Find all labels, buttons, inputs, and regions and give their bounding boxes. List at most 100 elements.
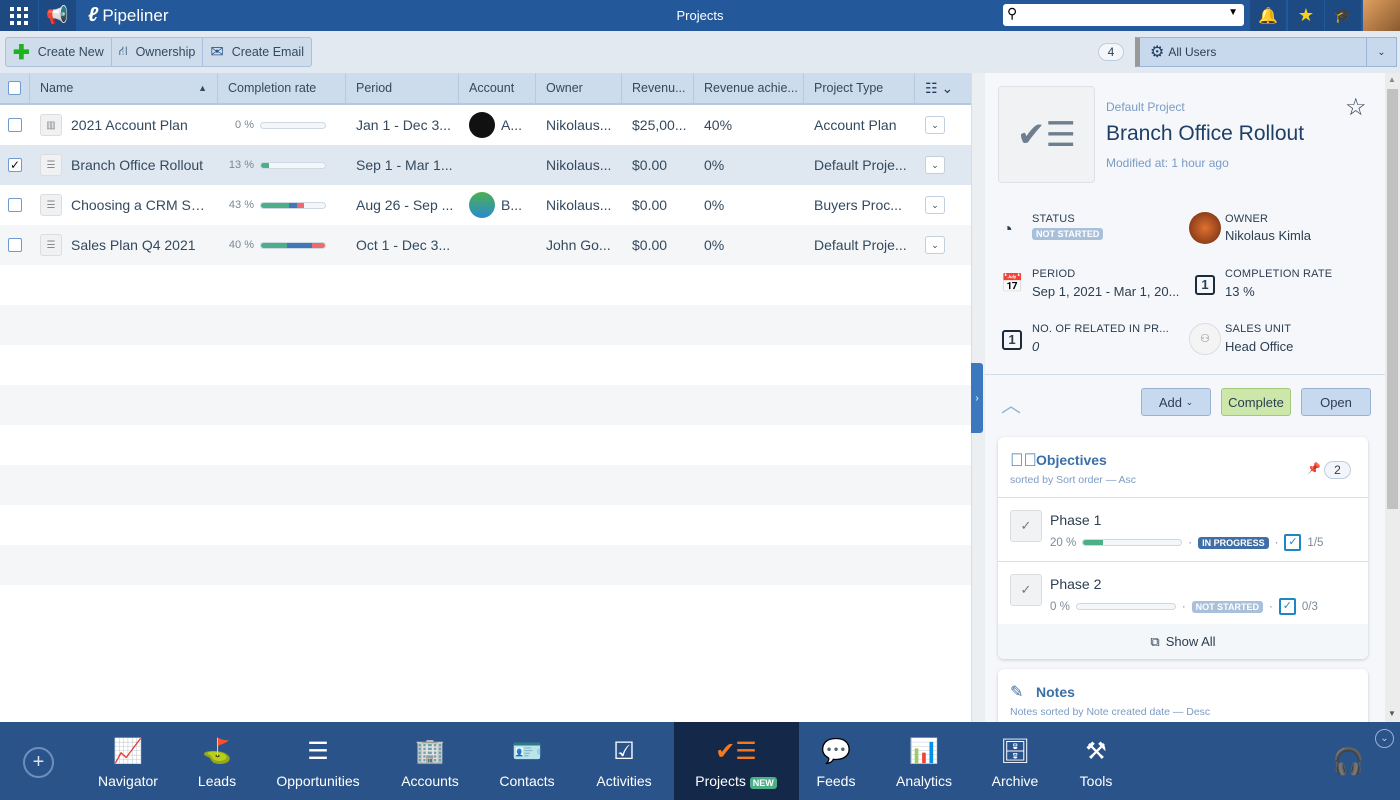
- megaphone-icon[interactable]: 📢: [39, 0, 76, 31]
- nav-feeds[interactable]: 💬 Feeds: [781, 722, 891, 800]
- objective-status-badge: IN PROGRESS: [1198, 536, 1269, 549]
- create-new-button[interactable]: ✚ Create New: [6, 38, 112, 66]
- table-row[interactable]: ☰ Choosing a CRM Sol... 43 % Aug 26 - Sep…: [0, 185, 971, 225]
- objective-progress-bar: [1075, 603, 1176, 610]
- column-chooser-button[interactable]: ☷ ⌄: [915, 73, 971, 103]
- table-row[interactable]: ☰ Sales Plan Q4 2021 40 % Oct 1 - Dec 3..…: [0, 225, 971, 265]
- objective-item[interactable]: ✓ Phase 1 20 % · IN PROGRESS · ✓ 1/5: [998, 497, 1368, 561]
- open-button[interactable]: Open: [1301, 388, 1371, 416]
- table-row[interactable]: ▥ 2021 Account Plan 0 % Jan 1 - Dec 3... …: [0, 105, 971, 145]
- project-name[interactable]: Choosing a CRM Sol...: [71, 197, 208, 213]
- search-dropdown-icon[interactable]: ▼: [1228, 7, 1238, 18]
- related-label: NO. OF RELATED IN PR...: [1032, 323, 1170, 335]
- objectives-title[interactable]: Objectives: [1036, 452, 1107, 468]
- row-menu-dropdown[interactable]: ⌄: [925, 196, 945, 214]
- create-email-button[interactable]: ✉ Create Email: [203, 38, 311, 66]
- nav-leads[interactable]: ⛳ Leads: [162, 722, 272, 800]
- column-project-type[interactable]: Project Type: [804, 73, 915, 103]
- column-revenue[interactable]: Revenu...: [622, 73, 694, 103]
- period: Oct 1 - Dec 3...: [356, 237, 451, 253]
- detail-scrollbar[interactable]: ▲ ▼: [1385, 73, 1400, 722]
- owner-value[interactable]: Nikolaus Kimla: [1225, 228, 1311, 243]
- external-link-icon: ⧉: [1150, 633, 1160, 649]
- nav-label: Leads: [197, 773, 237, 789]
- collapse-panel-handle[interactable]: ›: [971, 363, 983, 433]
- row-menu-dropdown[interactable]: ⌄: [925, 156, 945, 174]
- owner-label: OWNER: [1225, 213, 1269, 225]
- row-checkbox[interactable]: [8, 238, 22, 252]
- project-name[interactable]: Branch Office Rollout: [71, 157, 204, 173]
- user-filter-select[interactable]: ⚙ All Users ⌄: [1135, 37, 1397, 67]
- search-input[interactable]: ⚲ ▼: [1003, 4, 1244, 26]
- show-all-button[interactable]: ⧉ Show All: [998, 624, 1368, 659]
- row-menu-dropdown[interactable]: ⌄: [925, 236, 945, 254]
- column-period[interactable]: Period: [346, 73, 459, 103]
- progress-segment: [297, 202, 304, 208]
- column-account[interactable]: Account: [459, 73, 536, 103]
- column-revenue-achieved[interactable]: Revenue achie...: [694, 73, 804, 103]
- action-buttons: ✚ Create New ⛙ Ownership ✉ Create Email: [5, 37, 312, 67]
- modified-label: Modified at:: [1106, 156, 1169, 170]
- completion-percent: 0 %: [235, 119, 254, 131]
- add-circle-icon[interactable]: +: [23, 747, 54, 778]
- account[interactable]: A...: [501, 117, 523, 133]
- empty-row: [0, 545, 971, 585]
- progress-segment: [261, 162, 270, 168]
- account[interactable]: B...: [501, 197, 523, 213]
- graduation-cap-icon[interactable]: 🎓: [1325, 0, 1361, 31]
- nav-opportunities[interactable]: ☰ Opportunities: [263, 722, 373, 800]
- revenue-achieved: 0%: [704, 197, 725, 213]
- nav-label: Feeds: [816, 773, 856, 789]
- nav-label: Analytics: [895, 773, 953, 789]
- sales-unit-icon: ⚇: [1189, 323, 1221, 355]
- objective-status-badge: NOT STARTED: [1191, 600, 1264, 613]
- revenue-achieved: 40%: [704, 117, 733, 133]
- column-name[interactable]: Name ▲: [30, 73, 218, 103]
- nav-tools[interactable]: ⚒ Tools: [1041, 722, 1151, 800]
- objective-item[interactable]: ✓ Phase 2 0 % · NOT STARTED · ✓ 0/3: [998, 561, 1368, 625]
- empty-row: [0, 265, 971, 305]
- nav-archive[interactable]: 🗄 Archive: [960, 722, 1070, 800]
- nav-analytics[interactable]: 📊 Analytics: [869, 722, 979, 800]
- logo-icon: ℓ: [88, 4, 99, 26]
- row-checkbox[interactable]: [8, 118, 22, 132]
- row-menu-dropdown[interactable]: ⌄: [925, 116, 945, 134]
- chevron-down-icon[interactable]: ⌄: [1366, 38, 1396, 66]
- add-button[interactable]: Add ⌄: [1141, 388, 1211, 416]
- nav-accounts[interactable]: 🏢 Accounts: [375, 722, 485, 800]
- user-avatar[interactable]: [1363, 0, 1400, 31]
- apps-grid-icon[interactable]: [0, 0, 38, 31]
- column-completion[interactable]: Completion rate: [218, 73, 346, 103]
- feeds-icon: 💬: [821, 738, 851, 765]
- project-name[interactable]: 2021 Account Plan: [71, 117, 188, 133]
- project-type: Default Project: [1106, 100, 1185, 114]
- star-icon[interactable]: ★: [1288, 0, 1324, 31]
- activities-icon: ☑: [613, 738, 635, 765]
- period: Sep 1 - Mar 1...: [356, 157, 453, 173]
- headset-icon[interactable]: 🎧: [1332, 746, 1365, 776]
- objective-name[interactable]: Phase 2: [1050, 576, 1102, 592]
- project-type: Account Plan: [814, 117, 897, 133]
- row-checkbox[interactable]: ✓: [8, 158, 22, 172]
- revenue-achieved: 0%: [704, 237, 725, 253]
- nav-activities[interactable]: ☑ Activities: [569, 722, 679, 800]
- nav-navigator[interactable]: 📈 Navigator: [73, 722, 183, 800]
- notes-title[interactable]: Notes: [1036, 684, 1075, 700]
- completion-bar: [260, 201, 326, 209]
- complete-button[interactable]: Complete: [1221, 388, 1291, 416]
- table-row[interactable]: ✓ ☰ Branch Office Rollout 13 % Sep 1 - Ma…: [0, 145, 971, 185]
- bell-icon[interactable]: 🔔: [1250, 0, 1286, 31]
- row-checkbox[interactable]: [8, 198, 22, 212]
- column-owner[interactable]: Owner: [536, 73, 622, 103]
- collapse-chevron-up-icon[interactable]: ︿: [1001, 395, 1021, 417]
- nav-contacts[interactable]: 🪪 Contacts: [472, 722, 582, 800]
- expand-chevron-icon[interactable]: ⌄: [1375, 729, 1394, 748]
- nav-label: Projects: [695, 773, 746, 789]
- select-all-checkbox[interactable]: [8, 81, 21, 95]
- nav-projects[interactable]: ✔☰ Projects NEW: [673, 722, 799, 800]
- project-name[interactable]: Sales Plan Q4 2021: [71, 237, 196, 253]
- objective-name[interactable]: Phase 1: [1050, 512, 1102, 528]
- favorite-star-icon[interactable]: ☆: [1345, 94, 1367, 121]
- ownership-button[interactable]: ⛙ Ownership: [112, 38, 204, 66]
- pin-icon[interactable]: 📌: [1307, 463, 1321, 475]
